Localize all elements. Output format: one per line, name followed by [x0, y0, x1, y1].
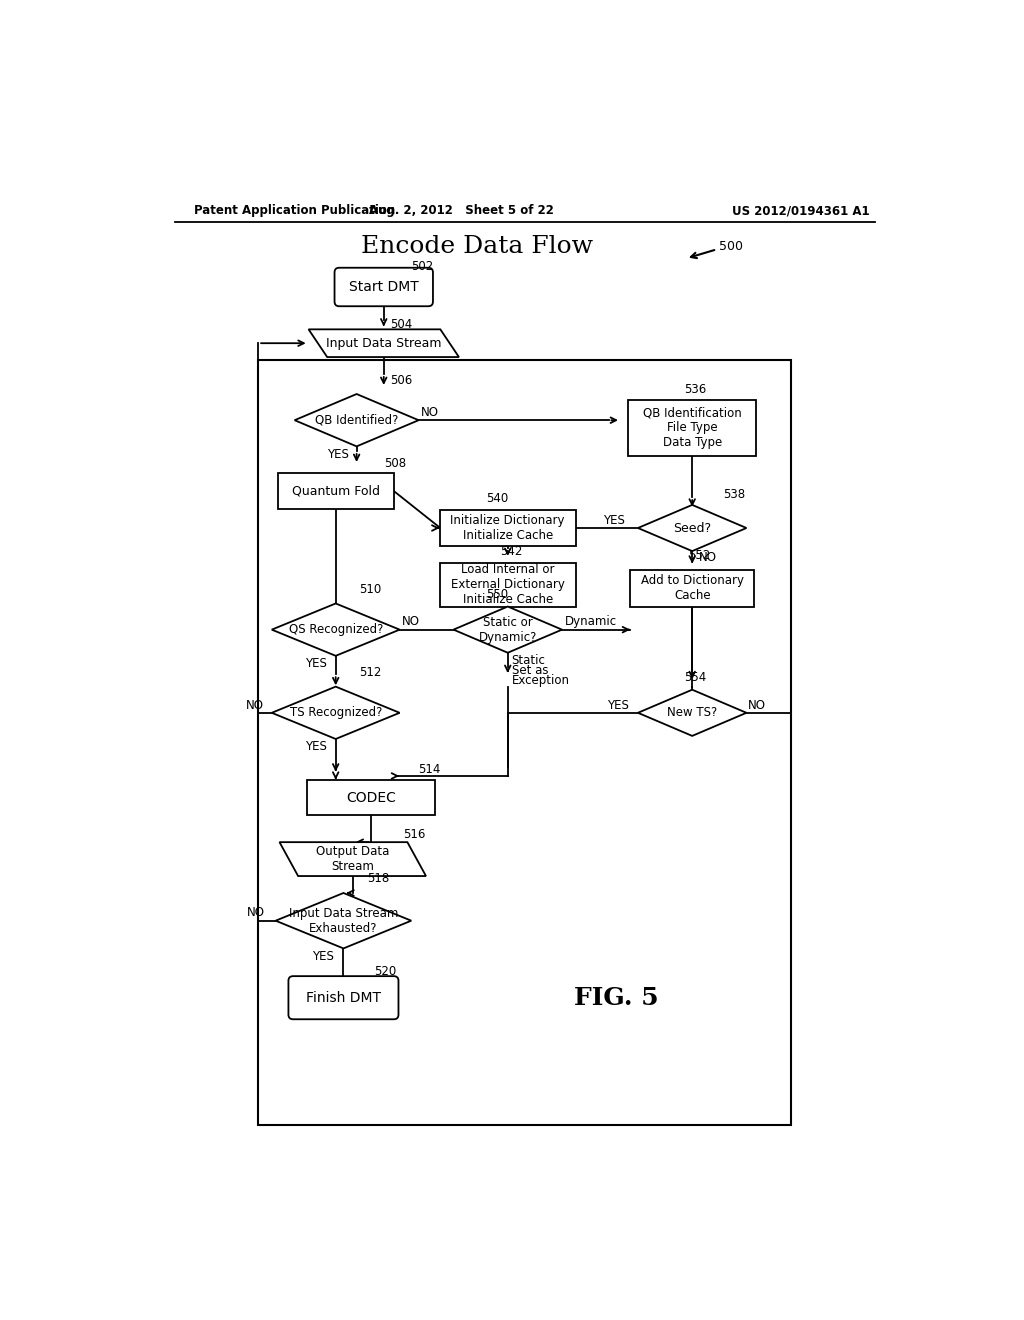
Text: QS Recognized?: QS Recognized?: [289, 623, 383, 636]
Bar: [440, 511, 575, 545]
Text: Exception: Exception: [512, 675, 569, 686]
Text: YES: YES: [312, 949, 334, 962]
Text: NO: NO: [698, 550, 717, 564]
Text: 510: 510: [359, 583, 381, 597]
Text: 502: 502: [411, 260, 433, 273]
Polygon shape: [271, 603, 399, 656]
Text: Static or
Dynamic?: Static or Dynamic?: [478, 615, 537, 644]
Text: YES: YES: [305, 657, 327, 671]
Text: Input Data Stream
Exhausted?: Input Data Stream Exhausted?: [289, 907, 398, 935]
Text: 554: 554: [684, 671, 707, 684]
Text: FIG. 5: FIG. 5: [573, 986, 658, 1010]
Bar: [307, 780, 435, 816]
Text: CODEC: CODEC: [346, 791, 396, 804]
Text: YES: YES: [328, 447, 349, 461]
Text: 542: 542: [500, 545, 522, 557]
Text: 514: 514: [418, 763, 440, 776]
Polygon shape: [295, 395, 419, 446]
Polygon shape: [638, 506, 746, 552]
Text: 506: 506: [390, 374, 413, 387]
Text: 518: 518: [367, 871, 389, 884]
Text: 536: 536: [684, 383, 707, 396]
Text: Aug. 2, 2012   Sheet 5 of 22: Aug. 2, 2012 Sheet 5 of 22: [369, 205, 554, 218]
Bar: [630, 570, 755, 607]
Polygon shape: [638, 689, 746, 737]
FancyBboxPatch shape: [335, 268, 433, 306]
Text: 552: 552: [688, 549, 711, 562]
Text: Input Data Stream: Input Data Stream: [326, 337, 441, 350]
Bar: [278, 474, 394, 508]
Text: NO: NO: [248, 907, 265, 920]
Text: 504: 504: [390, 318, 413, 331]
Text: TS Recognized?: TS Recognized?: [290, 706, 382, 719]
Text: Quantum Fold: Quantum Fold: [292, 484, 380, 498]
Text: Start DMT: Start DMT: [349, 280, 419, 294]
Bar: [440, 562, 575, 607]
Polygon shape: [275, 892, 412, 948]
Text: Patent Application Publication: Patent Application Publication: [194, 205, 395, 218]
Text: NO: NO: [748, 698, 766, 711]
Text: YES: YES: [305, 741, 327, 754]
Text: New TS?: New TS?: [667, 706, 718, 719]
Text: Output Data
Stream: Output Data Stream: [316, 845, 389, 873]
Text: Add to Dictionary
Cache: Add to Dictionary Cache: [641, 574, 743, 602]
Text: US 2012/0194361 A1: US 2012/0194361 A1: [732, 205, 870, 218]
Text: NO: NO: [421, 407, 439, 418]
Text: Load Internal or
External Dictionary
Initialize Cache: Load Internal or External Dictionary Ini…: [451, 564, 564, 606]
Text: 540: 540: [486, 492, 508, 506]
FancyBboxPatch shape: [289, 977, 398, 1019]
Text: 508: 508: [384, 457, 406, 470]
Text: NO: NO: [401, 615, 420, 628]
Text: NO: NO: [246, 698, 264, 711]
Text: QB Identification
File Type
Data Type: QB Identification File Type Data Type: [643, 407, 741, 449]
Text: 500: 500: [719, 240, 742, 252]
Polygon shape: [454, 607, 562, 653]
Polygon shape: [271, 686, 399, 739]
Text: Seed?: Seed?: [673, 521, 712, 535]
Polygon shape: [308, 330, 459, 358]
Text: 512: 512: [359, 667, 381, 680]
Bar: [629, 400, 756, 455]
Text: 538: 538: [723, 487, 745, 500]
Text: Initialize Dictionary
Initialize Cache: Initialize Dictionary Initialize Cache: [451, 513, 565, 543]
Text: Finish DMT: Finish DMT: [306, 991, 381, 1005]
Text: 516: 516: [403, 828, 426, 841]
Text: YES: YES: [603, 513, 625, 527]
Bar: [258, 360, 791, 1125]
Text: Static: Static: [512, 653, 546, 667]
Text: Encode Data Flow: Encode Data Flow: [360, 235, 593, 259]
Text: Dynamic: Dynamic: [565, 615, 617, 628]
Text: 520: 520: [375, 965, 396, 978]
Text: Set as: Set as: [512, 664, 548, 677]
Text: YES: YES: [607, 698, 629, 711]
Text: QB Identified?: QB Identified?: [315, 413, 398, 426]
Polygon shape: [280, 842, 426, 876]
Text: 550: 550: [486, 587, 508, 601]
